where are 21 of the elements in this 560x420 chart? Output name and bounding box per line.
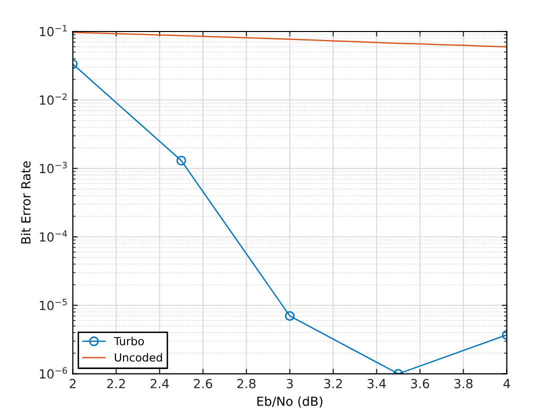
y-tick-label: 10$^{−6}$: [40, 367, 67, 379]
y-tick-label: 10$^{−1}$: [40, 25, 67, 36]
x-tick-label: 4: [503, 379, 510, 388]
x-tick-label: 2.4: [150, 378, 169, 388]
legend-label: Uncoded: [114, 353, 162, 362]
x-axis-title: Eb/No (dB): [257, 396, 322, 408]
y-tick-label: 10$^{−3}$: [40, 162, 67, 174]
x-tick-label: 2: [70, 378, 76, 388]
x-tick-label: 2.6: [194, 378, 212, 388]
x-tick-label: 3.4: [368, 378, 386, 388]
legend-label: Turbo: [114, 336, 144, 346]
y-tick-label: 10$^{−2}$: [40, 93, 67, 105]
y-tick-label: 10$^{−4}$: [40, 230, 67, 242]
y-axis-title: Bit Error Rate: [20, 161, 31, 244]
x-tick-label: 3.6: [411, 378, 430, 388]
x-tick-label: 3.2: [324, 378, 342, 388]
x-tick-label: 3.8: [454, 378, 472, 388]
y-tick-label: 10$^{−5}$: [40, 298, 67, 310]
x-tick-label: 2.8: [237, 378, 256, 388]
x-tick-label: 2.2: [107, 378, 125, 388]
x-tick-label: 3: [286, 378, 293, 388]
